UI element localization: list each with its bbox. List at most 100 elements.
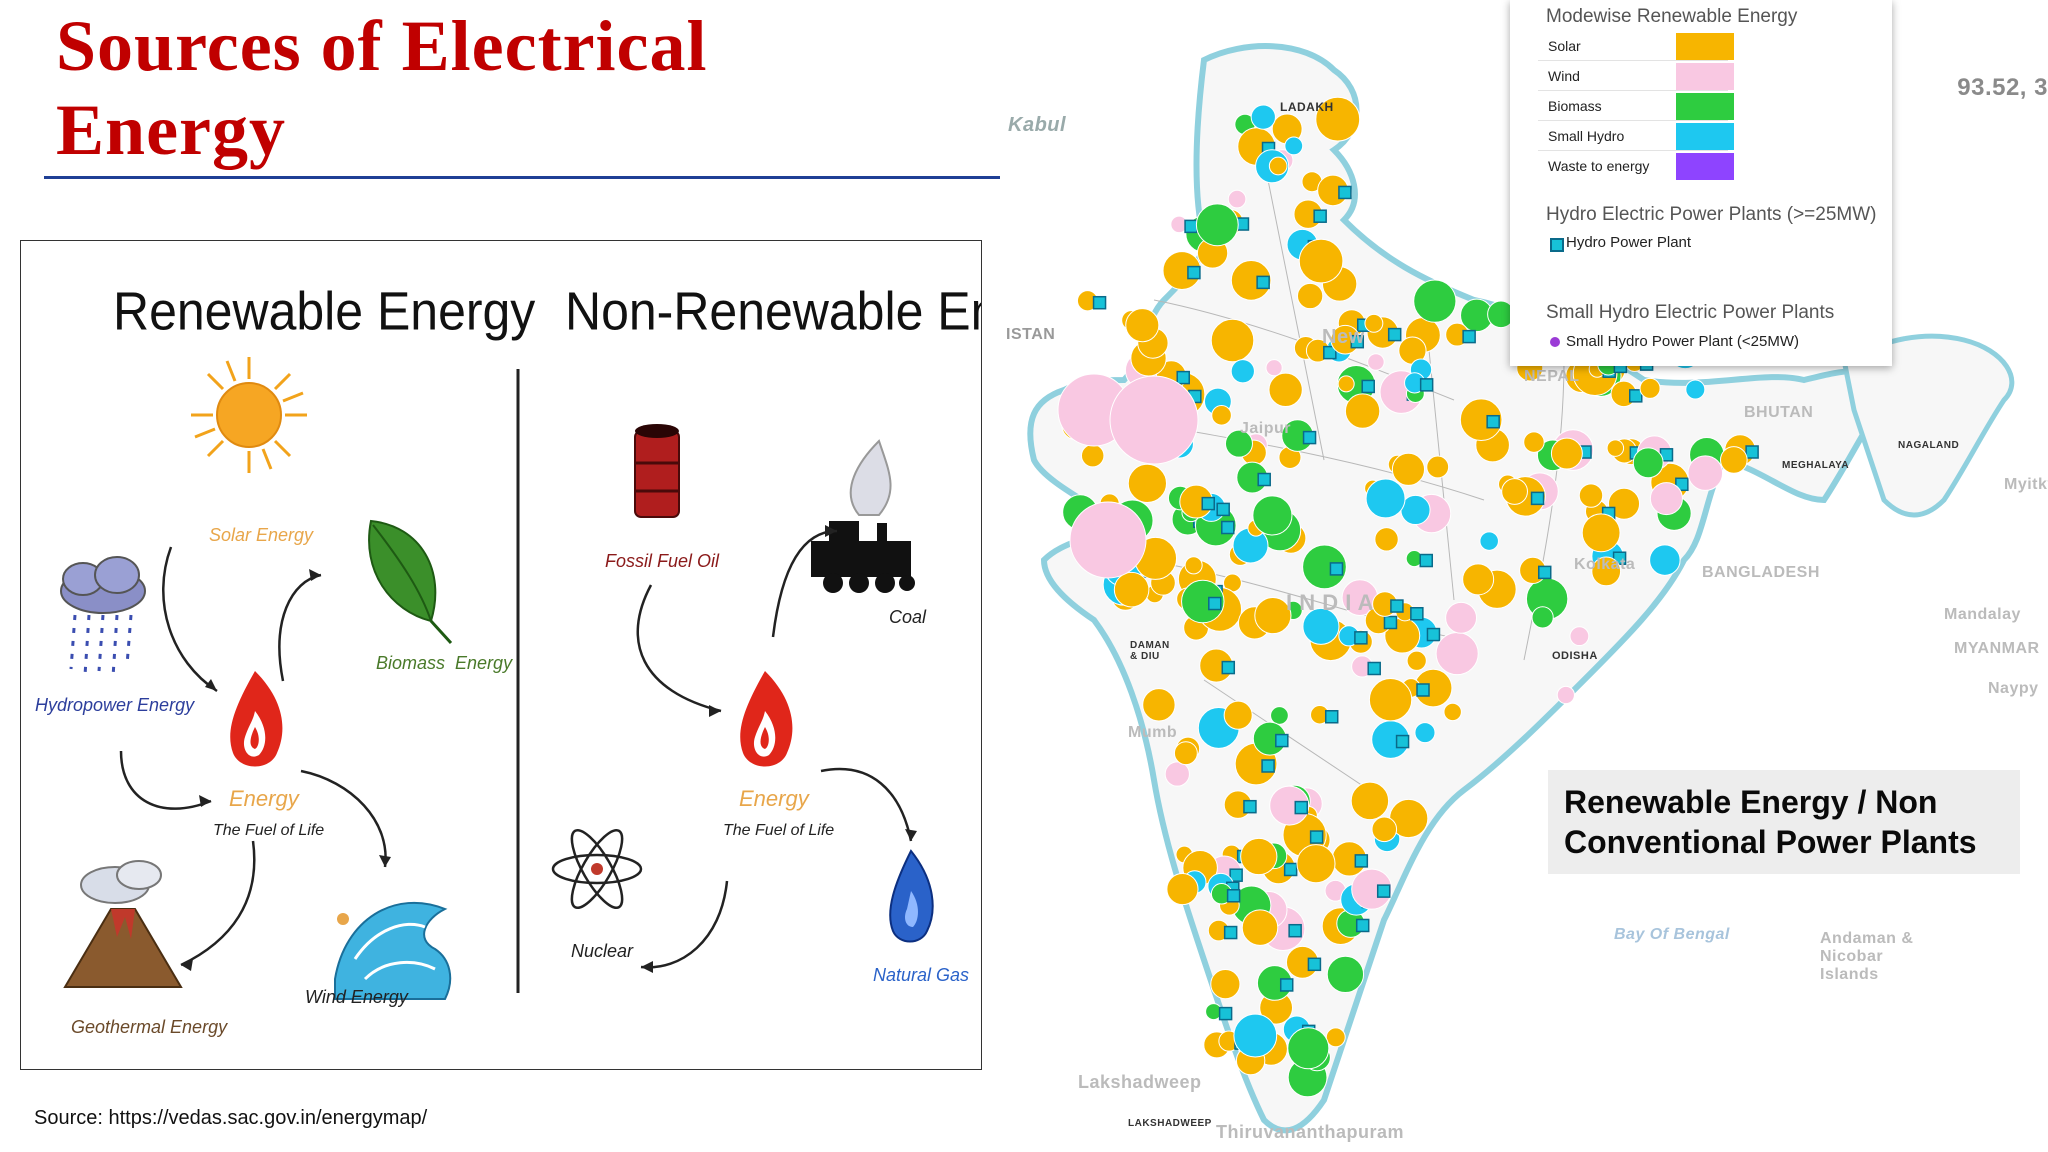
plant-pie-marker[interactable] — [1210, 318, 1255, 363]
hydro-plant-marker[interactable] — [1275, 733, 1289, 748]
plant-pie-marker[interactable] — [1270, 706, 1289, 725]
plant-pie-marker[interactable] — [1351, 868, 1393, 910]
hydro-plant-marker[interactable] — [1354, 854, 1369, 868]
hydro-plant-marker[interactable] — [1201, 496, 1215, 511]
hydro-plant-marker[interactable] — [1223, 925, 1238, 940]
hydro-plant-marker[interactable] — [1395, 734, 1410, 749]
plant-pie-marker[interactable] — [1435, 631, 1479, 676]
plant-pie-marker[interactable] — [1164, 761, 1190, 787]
plant-pie-marker[interactable] — [1569, 626, 1590, 647]
plant-pie-marker[interactable] — [1268, 372, 1303, 407]
hydro-plant-marker[interactable] — [1419, 553, 1434, 568]
plant-pie-marker[interactable] — [1227, 189, 1247, 209]
wind-pie-marker[interactable] — [1109, 375, 1199, 465]
hydro-plant-marker[interactable] — [1092, 295, 1107, 310]
plant-pie-marker[interactable] — [1581, 513, 1621, 553]
hydro-plant-marker[interactable] — [1338, 185, 1352, 200]
hydro-plant-marker[interactable] — [1221, 660, 1236, 675]
plant-pie-marker[interactable] — [1195, 203, 1239, 247]
plant-pie-marker[interactable] — [1344, 393, 1381, 429]
plant-pie-marker[interactable] — [1607, 487, 1641, 520]
hydro-plant-marker[interactable] — [1261, 759, 1275, 773]
plant-pie-marker[interactable] — [1459, 398, 1503, 442]
plant-pie-marker[interactable] — [1639, 377, 1661, 399]
plant-pie-marker[interactable] — [1166, 873, 1199, 906]
hydro-plant-marker[interactable] — [1176, 370, 1190, 385]
plant-pie-marker[interactable] — [1224, 429, 1253, 458]
map-canvas[interactable] — [1004, 0, 2048, 1152]
hydro-plant-marker[interactable] — [1355, 918, 1370, 933]
plant-pie-marker[interactable] — [1127, 463, 1167, 503]
hydro-plant-marker[interactable] — [1462, 329, 1476, 344]
hydro-plant-marker[interactable] — [1302, 430, 1317, 445]
hydro-plant-marker[interactable] — [1383, 615, 1398, 630]
plant-pie-marker[interactable] — [1687, 455, 1724, 491]
plant-pie-marker[interactable] — [1337, 375, 1355, 393]
plant-pie-marker[interactable] — [1443, 702, 1462, 722]
hydro-plant-marker[interactable] — [1537, 565, 1552, 580]
plant-pie-marker[interactable] — [1298, 238, 1344, 284]
hydro-plant-marker[interactable] — [1279, 978, 1294, 992]
plant-pie-marker[interactable] — [1211, 405, 1232, 426]
hydro-plant-marker[interactable] — [1361, 379, 1375, 394]
hydro-plant-marker[interactable] — [1376, 884, 1391, 898]
hydro-plant-marker[interactable] — [1530, 491, 1545, 506]
hydro-plant-marker[interactable] — [1187, 265, 1201, 280]
hydro-plant-marker[interactable] — [1486, 414, 1500, 429]
plant-pie-marker[interactable] — [1325, 1027, 1346, 1048]
plant-pie-marker[interactable] — [1302, 607, 1340, 645]
hydro-plant-marker[interactable] — [1419, 378, 1434, 392]
plant-pie-marker[interactable] — [1531, 606, 1554, 629]
plant-pie-marker[interactable] — [1326, 955, 1365, 994]
plant-pie-marker[interactable] — [1632, 447, 1664, 479]
plant-pie-marker[interactable] — [1606, 439, 1625, 457]
hydro-plant-marker[interactable] — [1745, 445, 1759, 459]
plant-pie-marker[interactable] — [1413, 279, 1457, 323]
plant-pie-marker[interactable] — [1391, 452, 1426, 486]
plant-pie-marker[interactable] — [1223, 700, 1253, 730]
plant-pie-marker[interactable] — [1685, 379, 1706, 400]
hydro-plant-marker[interactable] — [1221, 520, 1235, 535]
hydro-plant-marker[interactable] — [1226, 889, 1241, 903]
plant-pie-marker[interactable] — [1296, 844, 1336, 884]
hydro-plant-marker[interactable] — [1184, 219, 1198, 234]
plant-pie-marker[interactable] — [1181, 579, 1225, 624]
hydro-plant-marker[interactable] — [1329, 562, 1344, 576]
hydro-plant-marker[interactable] — [1354, 631, 1368, 645]
plant-pie-marker[interactable] — [1578, 483, 1604, 508]
hydro-plant-marker[interactable] — [1307, 957, 1322, 972]
plant-pie-marker[interactable] — [1649, 544, 1681, 576]
plant-pie-marker[interactable] — [1080, 443, 1105, 468]
hydro-plant-marker[interactable] — [1390, 599, 1404, 613]
hydro-plant-marker[interactable] — [1675, 477, 1689, 492]
hydro-plant-marker[interactable] — [1323, 345, 1337, 360]
wind-pie-marker[interactable] — [1069, 501, 1147, 579]
plant-pie-marker[interactable] — [1501, 478, 1528, 505]
hydro-plant-marker[interactable] — [1229, 868, 1243, 882]
plant-pie-marker[interactable] — [1241, 909, 1279, 946]
plant-pie-marker[interactable] — [1284, 136, 1304, 156]
plant-pie-marker[interactable] — [1556, 685, 1575, 705]
plant-pie-marker[interactable] — [1268, 156, 1288, 176]
plant-pie-marker[interactable] — [1479, 531, 1499, 551]
plant-pie-marker[interactable] — [1125, 308, 1160, 343]
hydro-plant-marker[interactable] — [1288, 923, 1302, 938]
hydro-plant-marker[interactable] — [1629, 389, 1643, 403]
plant-pie-marker[interactable] — [1230, 260, 1272, 301]
plant-pie-marker[interactable] — [1550, 437, 1583, 470]
plant-pie-marker[interactable] — [1240, 837, 1278, 876]
plant-pie-marker[interactable] — [1184, 556, 1203, 575]
hydro-plant-marker[interactable] — [1257, 472, 1271, 487]
plant-pie-marker[interactable] — [1371, 816, 1398, 843]
hydro-plant-marker[interactable] — [1294, 800, 1309, 815]
plant-pie-marker[interactable] — [1173, 741, 1198, 766]
hydro-plant-marker[interactable] — [1283, 862, 1298, 877]
plant-pie-marker[interactable] — [1720, 446, 1748, 474]
plant-pie-marker[interactable] — [1252, 495, 1293, 536]
plant-pie-marker[interactable] — [1368, 678, 1413, 722]
plant-pie-marker[interactable] — [1113, 571, 1150, 608]
hydro-plant-marker[interactable] — [1367, 661, 1381, 676]
plant-pie-marker[interactable] — [1162, 251, 1202, 290]
plant-pie-marker[interactable] — [1233, 1013, 1278, 1058]
hydro-plant-marker[interactable] — [1416, 683, 1430, 697]
